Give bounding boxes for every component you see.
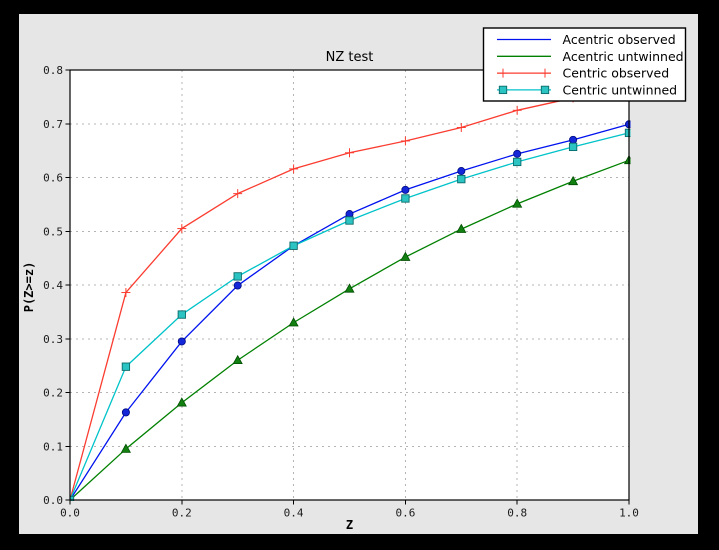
- series-marker-acentric-untwinned: [288, 317, 299, 327]
- series-marker-acentric-observed: [121, 408, 130, 417]
- series-marker-acentric-untwinned: [232, 354, 243, 365]
- series-marker-centric-untwinned: [121, 362, 131, 371]
- series-marker-acentric-untwinned: [400, 251, 411, 261]
- legend-box: [482, 27, 687, 102]
- series-marker-acentric-untwinned: [512, 198, 523, 208]
- series-marker-acentric-untwinned: [568, 175, 579, 186]
- series-marker-acentric-observed: [457, 167, 466, 176]
- y-tick-label: 0.8: [43, 64, 63, 77]
- x-tick-label: 0.0: [60, 507, 80, 520]
- legend-marker-centric-untwinned: [498, 85, 508, 95]
- data-series: [69, 85, 631, 501]
- y-tick-label: 0.7: [43, 118, 63, 131]
- series-marker-centric-untwinned: [177, 310, 186, 319]
- chart-title: NZ test: [326, 50, 374, 65]
- x-tick-label: 0.2: [172, 507, 192, 520]
- series-marker-acentric-observed: [569, 135, 578, 144]
- series-marker-centric-untwinned: [401, 194, 410, 203]
- y-tick-label: 0.1: [43, 440, 63, 453]
- series-marker-centric-untwinned: [568, 142, 578, 152]
- series-marker-acentric-untwinned: [176, 397, 187, 407]
- legend-label-centric-observed: Centric observed: [563, 66, 670, 81]
- y-tick-label: 0.2: [43, 387, 63, 400]
- legend-marker-centric-untwinned: [540, 85, 550, 95]
- x-tick-label: 1.0: [619, 507, 639, 520]
- legend-entry-acentric-observed: Acentric observed: [497, 32, 676, 47]
- y-tick-label: 0.5: [43, 225, 63, 238]
- legend-label-acentric-observed: Acentric observed: [563, 32, 676, 47]
- tick-labels: 0.0 0.2 0.4 0.6 0.8 1.0 0.0 0.1 0.2 0.3 0.4 0.5 0.6 0…: [43, 64, 639, 520]
- legend-entry-centric-untwinned: Centric untwinned: [497, 82, 677, 97]
- series-marker-acentric-observed: [513, 149, 522, 158]
- y-axis-label: P(Z>=z): [22, 262, 36, 313]
- series-marker-acentric-untwinned: [120, 443, 131, 453]
- series-marker-acentric-observed: [401, 185, 410, 194]
- series-centric-untwinned: [69, 128, 631, 501]
- legend-label-centric-untwinned: Centric untwinned: [563, 82, 678, 97]
- series-marker-acentric-observed: [233, 281, 242, 290]
- series-marker-acentric-untwinned: [456, 223, 467, 233]
- legend-label-acentric-untwinned: Acentric untwinned: [563, 49, 684, 64]
- series-marker-centric-untwinned: [513, 157, 522, 167]
- y-tick-label: 0.6: [43, 172, 63, 185]
- x-axis-label: Z: [346, 518, 353, 532]
- series-marker-centric-untwinned: [289, 241, 298, 250]
- y-tick-label: 0.4: [43, 279, 63, 292]
- x-tick-label: 0.4: [284, 507, 304, 520]
- legend-entry-acentric-untwinned: Acentric untwinned: [497, 49, 684, 64]
- y-tick-label: 0.3: [43, 333, 63, 346]
- series-marker-acentric-observed: [177, 337, 186, 346]
- x-tick-label: 0.6: [395, 507, 415, 520]
- y-tick-label: 0.0: [43, 494, 63, 507]
- legend-entry-centric-observed: Centric observed: [497, 66, 669, 81]
- legend: Acentric observed Acentric untwinned Centr…: [482, 27, 687, 102]
- x-tick-label: 0.8: [507, 507, 527, 520]
- series-marker-acentric-untwinned: [344, 283, 355, 293]
- series-marker-centric-untwinned: [233, 272, 242, 281]
- axis-ticks: [65, 69, 630, 505]
- series-marker-centric-untwinned: [457, 174, 466, 184]
- series-marker-centric-untwinned: [345, 216, 354, 225]
